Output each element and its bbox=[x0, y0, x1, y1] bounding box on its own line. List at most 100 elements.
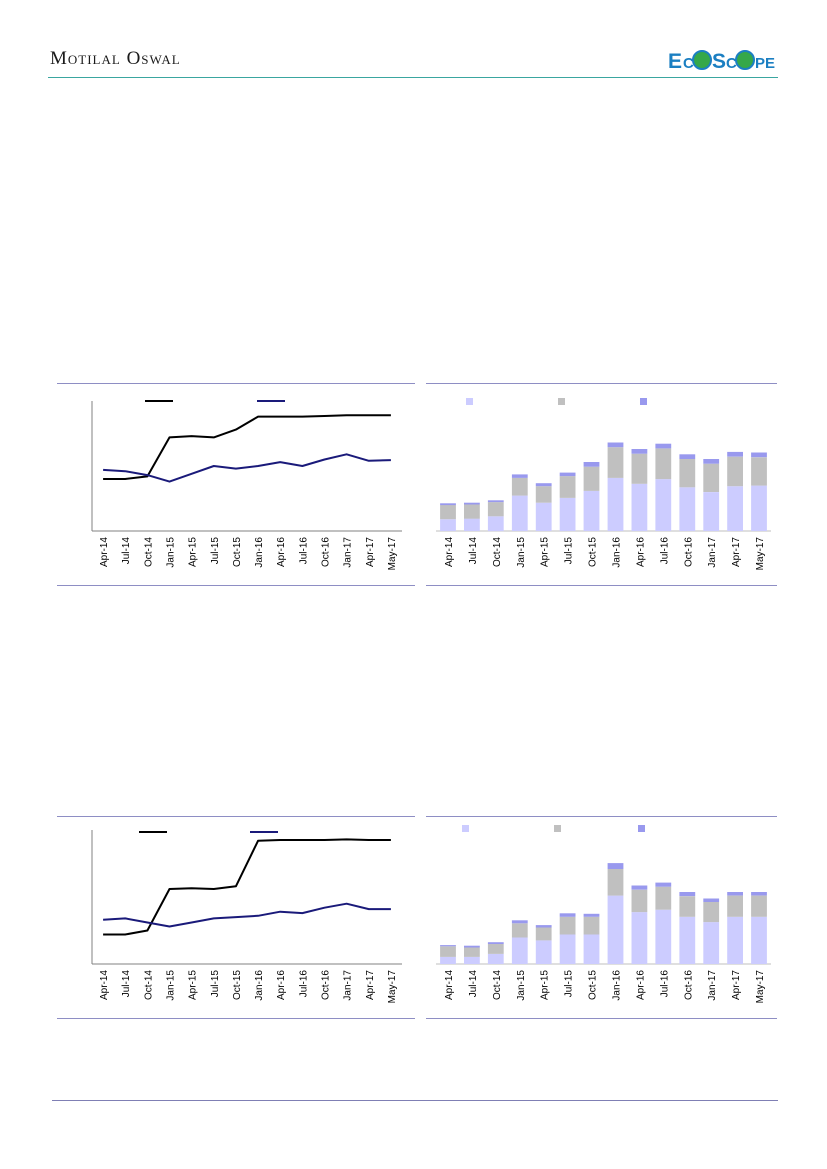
bar-segment bbox=[511, 923, 528, 938]
bar-segment bbox=[440, 503, 456, 506]
panel-rule-bottom bbox=[426, 585, 777, 586]
stacked-bar-chart-2: Apr-14 Jul-14 Oct-14 Jan-15 Apr-15 Jul-15 Oct-… bbox=[436, 825, 771, 1004]
bar-segment bbox=[631, 453, 648, 484]
x-tick-label: May-17 bbox=[755, 537, 766, 571]
bar-segment bbox=[559, 476, 576, 498]
bar-segment bbox=[655, 886, 672, 910]
x-tick-label: Oct-14 bbox=[143, 537, 154, 567]
series-line bbox=[103, 838, 391, 936]
bar-segment bbox=[655, 909, 672, 964]
x-tick-label: Jan-16 bbox=[611, 970, 622, 1001]
bar-segment bbox=[559, 498, 576, 531]
svg-text:S: S bbox=[712, 50, 726, 72]
x-tick-label: Oct-16 bbox=[321, 970, 332, 1000]
bar-segment bbox=[535, 483, 552, 487]
x-tick-label: Apr-15 bbox=[188, 537, 199, 567]
bar-segment bbox=[535, 486, 552, 503]
bar-segment bbox=[607, 447, 624, 478]
bar-segment bbox=[535, 502, 552, 531]
x-tick-label: Apr-17 bbox=[731, 970, 742, 1000]
svg-text:PE: PE bbox=[755, 55, 775, 72]
bar-segment bbox=[535, 927, 552, 941]
x-tick-label: Jul-16 bbox=[298, 970, 309, 998]
bar-segment bbox=[751, 892, 767, 896]
series-line bbox=[103, 902, 391, 928]
x-tick-label: May-17 bbox=[755, 970, 766, 1004]
bar-segment bbox=[607, 477, 624, 531]
legend-square-swatch bbox=[640, 398, 647, 405]
bar-segment bbox=[631, 449, 648, 454]
x-tick-label: Jan-17 bbox=[707, 970, 718, 1001]
bar-segment bbox=[583, 913, 600, 917]
bar-segment bbox=[727, 916, 743, 964]
bar-segment bbox=[535, 925, 552, 928]
x-tick-label: Jul-15 bbox=[564, 537, 575, 565]
panel-rule-top bbox=[57, 816, 415, 817]
brand-name: Motilal Oswal bbox=[50, 48, 181, 69]
bar-segment bbox=[464, 956, 480, 964]
page-header: Motilal Oswal E C S C PE bbox=[48, 46, 778, 78]
x-tick-label: Jan-17 bbox=[343, 537, 354, 568]
legend-square-swatch bbox=[638, 825, 645, 832]
bar-segment bbox=[703, 492, 720, 531]
line-chart-1: Apr-14 Jul-14 Oct-14 Jan-15 Apr-15 Jul-15 Oct-… bbox=[91, 400, 402, 570]
bar-segment bbox=[511, 920, 528, 924]
chart-panel-1: Apr-14 Jul-14 Oct-14 Jan-15 Apr-15 Jul-15 Oct-… bbox=[57, 383, 415, 586]
bar-segment bbox=[583, 934, 600, 964]
bar-segment bbox=[751, 916, 767, 964]
bar-segment bbox=[727, 486, 743, 531]
chart-panel-4: Apr-14 Jul-14 Oct-14 Jan-15 Apr-15 Jul-15 Oct-… bbox=[426, 816, 777, 1019]
x-tick-label: Apr-14 bbox=[444, 537, 455, 567]
bar-segment bbox=[559, 913, 576, 917]
x-tick-label: Apr-14 bbox=[99, 537, 110, 567]
bar-segment bbox=[679, 487, 696, 531]
footer-rule bbox=[52, 1100, 778, 1101]
bar-segment bbox=[727, 451, 743, 457]
bar-segment bbox=[679, 916, 696, 964]
bar-segment bbox=[631, 889, 648, 913]
bar-segment bbox=[464, 945, 480, 948]
bar-segment bbox=[655, 448, 672, 480]
x-tick-label: Apr-15 bbox=[188, 970, 199, 1000]
x-tick-label: Oct-16 bbox=[683, 537, 694, 567]
x-tick-label: Oct-16 bbox=[683, 970, 694, 1000]
panel-rule-top bbox=[426, 383, 777, 384]
bar-segment bbox=[727, 892, 743, 896]
bar-segment bbox=[679, 892, 696, 897]
bar-segment bbox=[751, 895, 767, 917]
x-tick-label: Jan-17 bbox=[343, 970, 354, 1001]
x-tick-label: Apr-16 bbox=[635, 970, 646, 1000]
x-tick-label: Jul-16 bbox=[298, 537, 309, 565]
ecoscope-logo: E C S C PE bbox=[668, 50, 775, 72]
chart-panel-2: Apr-14 Jul-14 Oct-14 Jan-15 Apr-15 Jul-15 Oct-… bbox=[426, 383, 777, 586]
bar-segment bbox=[679, 896, 696, 917]
bar-segment bbox=[583, 490, 600, 531]
svg-text:C: C bbox=[683, 55, 694, 72]
bar-segment bbox=[583, 916, 600, 935]
svg-text:E: E bbox=[668, 50, 682, 72]
bar-segment bbox=[631, 912, 648, 964]
x-tick-label: Apr-17 bbox=[731, 537, 742, 567]
stacked-bar-chart-1: Apr-14 Jul-14 Oct-14 Jan-15 Apr-15 Jul-15 Oct-… bbox=[436, 398, 771, 571]
bar-segment bbox=[440, 946, 456, 957]
x-tick-label: Jul-15 bbox=[210, 537, 221, 565]
bar-segment bbox=[487, 502, 504, 517]
x-tick-label: Jan-16 bbox=[611, 537, 622, 568]
x-tick-label: Jan-15 bbox=[516, 537, 527, 568]
x-tick-label: Jan-15 bbox=[516, 970, 527, 1001]
x-tick-label: Oct-15 bbox=[232, 537, 243, 567]
x-tick-label: Jan-15 bbox=[166, 970, 177, 1001]
bar-segment bbox=[727, 456, 743, 487]
panel-rule-bottom bbox=[57, 585, 415, 586]
x-tick-label: Oct-15 bbox=[588, 970, 599, 1000]
panel-rule-top bbox=[57, 383, 415, 384]
bar-segment bbox=[511, 477, 528, 496]
bar-segment bbox=[679, 459, 696, 488]
x-tick-label: Jul-15 bbox=[564, 970, 575, 998]
bar-segment bbox=[703, 902, 720, 923]
x-tick-label: Oct-14 bbox=[492, 537, 503, 567]
bar-segment bbox=[511, 474, 528, 478]
bar-segment bbox=[703, 459, 720, 464]
x-tick-label: Jan-17 bbox=[707, 537, 718, 568]
panel-rule-top bbox=[426, 816, 777, 817]
